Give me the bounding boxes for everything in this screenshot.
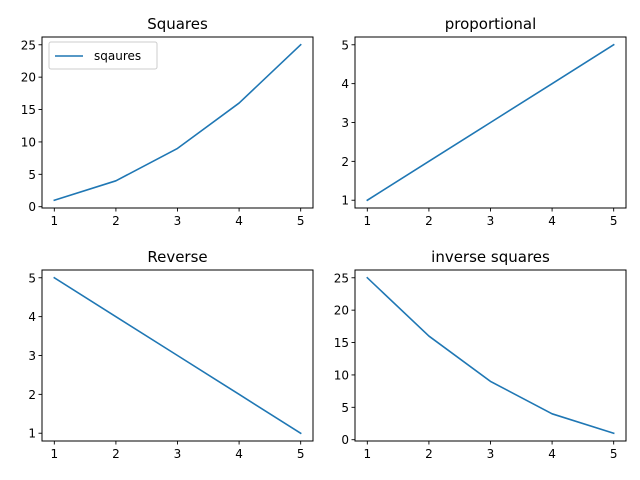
y-tick-label: 20	[21, 71, 36, 85]
chart-title: inverse squares	[431, 248, 550, 266]
y-tick-label: 2	[28, 388, 36, 402]
x-tick-label: 2	[425, 214, 433, 228]
y-tick-label: 25	[334, 271, 349, 285]
axes-frame	[354, 36, 627, 209]
x-tick-label: 3	[487, 214, 495, 228]
y-tick-label: 10	[334, 368, 349, 382]
y-tick-label: 4	[341, 77, 349, 91]
series-line	[366, 43, 615, 202]
x-tick-label: 4	[548, 214, 556, 228]
y-tick-label: 0	[341, 433, 349, 447]
y-tick-label: 2	[341, 155, 349, 169]
y-tick-label: 15	[21, 103, 36, 117]
axes-frame	[354, 269, 627, 442]
y-tick-label: 20	[334, 304, 349, 318]
subplot-2: proportional 1 2 3 4 5 1 2 3 4 5	[341, 15, 627, 228]
x-tick-label: 1	[50, 214, 58, 228]
subplot-4: inverse squares 1 2 3 4 5 0 5 10 15 20 25	[334, 248, 627, 461]
x-tick-label: 5	[610, 447, 618, 461]
y-tick-label: 3	[28, 349, 36, 363]
x-tick-label: 1	[363, 214, 371, 228]
x-tick-label: 3	[174, 447, 182, 461]
subplot-3: Reverse 1 2 3 4 5 1 2 3 4 5	[28, 248, 314, 461]
y-tick-label: 25	[21, 38, 36, 52]
x-tick-label: 3	[174, 214, 182, 228]
legend-label: sqaures	[94, 49, 141, 63]
x-tick-label: 4	[235, 447, 243, 461]
y-tick-label: 4	[28, 310, 36, 324]
y-tick-label: 15	[334, 336, 349, 350]
chart-title: Reverse	[147, 248, 207, 266]
legend-box	[48, 41, 158, 70]
y-tick-label: 5	[28, 271, 36, 285]
x-tick-label: 2	[425, 447, 433, 461]
subplot-1: Squares 1 2 3 4 5 0 5 10 15 20 25 sqaures	[21, 15, 314, 228]
y-tick-label: 1	[341, 194, 349, 208]
x-tick-label: 4	[235, 214, 243, 228]
y-tick-label: 5	[28, 168, 36, 182]
x-tick-label: 2	[112, 447, 120, 461]
series-line	[53, 276, 302, 435]
x-tick-label: 4	[548, 447, 556, 461]
y-tick-label: 5	[341, 401, 349, 415]
x-tick-label: 5	[297, 214, 305, 228]
x-tick-label: 2	[112, 214, 120, 228]
legend: sqaures	[48, 41, 158, 70]
x-tick-label: 5	[297, 447, 305, 461]
x-tick-label: 1	[363, 447, 371, 461]
series-line	[53, 43, 302, 202]
x-tick-label: 3	[487, 447, 495, 461]
chart-title: proportional	[445, 15, 537, 33]
y-tick-label: 10	[21, 135, 36, 149]
y-tick-label: 5	[341, 38, 349, 52]
x-tick-label: 1	[50, 447, 58, 461]
y-tick-label: 3	[341, 116, 349, 130]
x-tick-label: 5	[610, 214, 618, 228]
y-tick-label: 0	[28, 200, 36, 214]
chart-title: Squares	[147, 15, 208, 33]
y-tick-label: 1	[28, 427, 36, 441]
axes-frame	[41, 269, 314, 442]
axes-frame	[41, 36, 314, 209]
series-line	[366, 276, 615, 435]
